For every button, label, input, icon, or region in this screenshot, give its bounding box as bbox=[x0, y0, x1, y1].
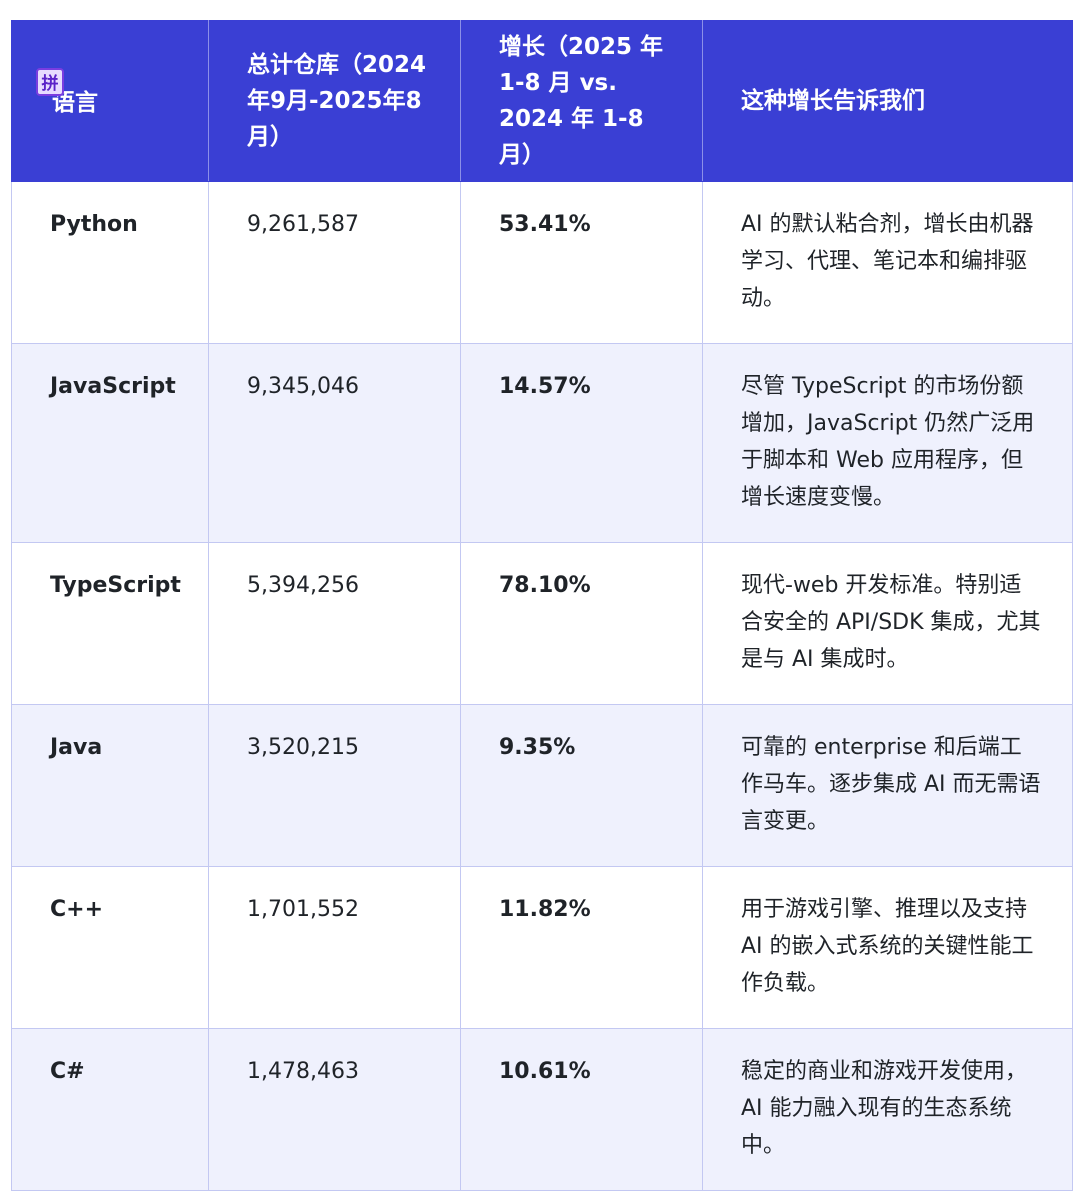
cell-insight: 尽管 TypeScript 的市场份额增加，JavaScript 仍然广泛用于脚… bbox=[702, 343, 1073, 543]
cell-growth: 78.10% bbox=[460, 542, 703, 705]
cell-growth: 53.41% bbox=[460, 181, 703, 344]
table-row: Python 9,261,587 53.41% AI 的默认粘合剂，增长由机器学… bbox=[11, 181, 1073, 344]
table-row: TypeScript 5,394,256 78.10% 现代-web 开发标准。… bbox=[11, 542, 1073, 705]
cell-growth: 14.57% bbox=[460, 343, 703, 543]
cell-growth: 11.82% bbox=[460, 866, 703, 1029]
cell-growth: 9.35% bbox=[460, 704, 703, 867]
cell-growth: 10.61% bbox=[460, 1028, 703, 1191]
cell-language: JavaScript bbox=[11, 343, 209, 543]
table-row: C# 1,478,463 10.61% 稳定的商业和游戏开发使用，AI 能力融入… bbox=[11, 1028, 1073, 1191]
cell-language: TypeScript bbox=[11, 542, 209, 705]
cell-language: Java bbox=[11, 704, 209, 867]
header-language: 语言 bbox=[11, 20, 209, 182]
language-growth-table-container: 语言 总计仓库（2024年9月-2025年8月） 增长（2025 年 1-8 月… bbox=[11, 20, 1073, 1191]
language-growth-table: 语言 总计仓库（2024年9月-2025年8月） 增长（2025 年 1-8 月… bbox=[11, 20, 1073, 1191]
table-row: Java 3,520,215 9.35% 可靠的 enterprise 和后端工… bbox=[11, 704, 1073, 867]
table-row: C++ 1,701,552 11.82% 用于游戏引擎、推理以及支持 AI 的嵌… bbox=[11, 866, 1073, 1029]
cell-insight: 现代-web 开发标准。特别适合安全的 API/SDK 集成，尤其是与 AI 集… bbox=[702, 542, 1073, 705]
cell-total: 1,478,463 bbox=[208, 1028, 461, 1191]
cell-total: 5,394,256 bbox=[208, 542, 461, 705]
ime-pinyin-badge-icon[interactable]: 拼 bbox=[36, 68, 64, 96]
header-growth: 增长（2025 年 1-8 月 vs. 2024 年 1-8 月） bbox=[460, 20, 703, 182]
table-row: JavaScript 9,345,046 14.57% 尽管 TypeScrip… bbox=[11, 343, 1073, 543]
cell-language: C# bbox=[11, 1028, 209, 1191]
cell-insight: AI 的默认粘合剂，增长由机器学习、代理、笔记本和编排驱动。 bbox=[702, 181, 1073, 344]
header-total-repos: 总计仓库（2024年9月-2025年8月） bbox=[208, 20, 461, 182]
cell-total: 1,701,552 bbox=[208, 866, 461, 1029]
cell-total: 9,345,046 bbox=[208, 343, 461, 543]
cell-insight: 可靠的 enterprise 和后端工作马车。逐步集成 AI 而无需语言变更。 bbox=[702, 704, 1073, 867]
cell-insight: 稳定的商业和游戏开发使用，AI 能力融入现有的生态系统中。 bbox=[702, 1028, 1073, 1191]
cell-insight: 用于游戏引擎、推理以及支持 AI 的嵌入式系统的关键性能工作负载。 bbox=[702, 866, 1073, 1029]
cell-language: Python bbox=[11, 181, 209, 344]
cell-total: 9,261,587 bbox=[208, 181, 461, 344]
header-insight: 这种增长告诉我们 bbox=[702, 20, 1073, 182]
cell-language: C++ bbox=[11, 866, 209, 1029]
cell-total: 3,520,215 bbox=[208, 704, 461, 867]
table-header-row: 语言 总计仓库（2024年9月-2025年8月） 增长（2025 年 1-8 月… bbox=[11, 20, 1073, 182]
